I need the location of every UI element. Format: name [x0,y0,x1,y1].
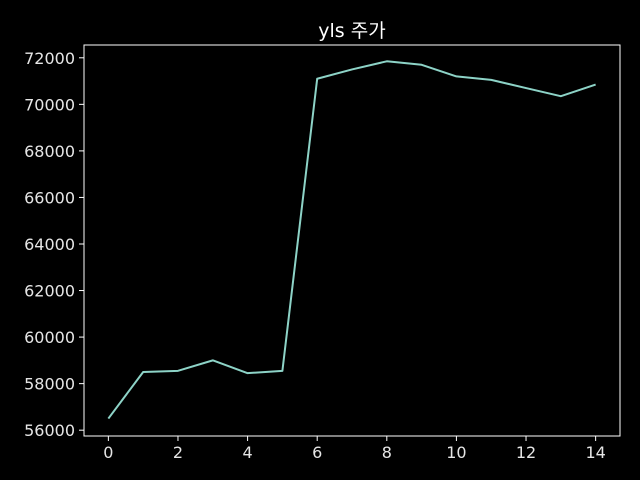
x-tick-label: 4 [242,443,252,462]
y-tick-label: 70000 [24,95,75,114]
y-tick-label: 68000 [24,142,75,161]
x-tick-label: 8 [382,443,392,462]
axis-ticks: 0 2 4 6 8 10 12 14 56000 58000 60000 62000 64000 6600… [24,49,606,462]
x-tick-label: 14 [585,443,605,462]
y-tick-label: 62000 [24,282,75,301]
x-tick-label: 2 [173,443,183,462]
y-tick-label: 64000 [24,235,75,254]
chart-title: yls 주가 [318,20,385,42]
y-tick-label: 60000 [24,328,75,347]
x-tick-label: 0 [103,443,113,462]
y-tick-label: 66000 [24,188,75,207]
series-line [107,60,596,420]
plot-frame [83,44,621,437]
x-tick-label: 12 [516,443,536,462]
x-tick-label: 6 [312,443,322,462]
y-tick-label: 72000 [24,49,75,68]
y-tick-label: 58000 [24,375,75,394]
x-tick-label: 10 [446,443,466,462]
y-tick-label: 56000 [24,421,75,440]
